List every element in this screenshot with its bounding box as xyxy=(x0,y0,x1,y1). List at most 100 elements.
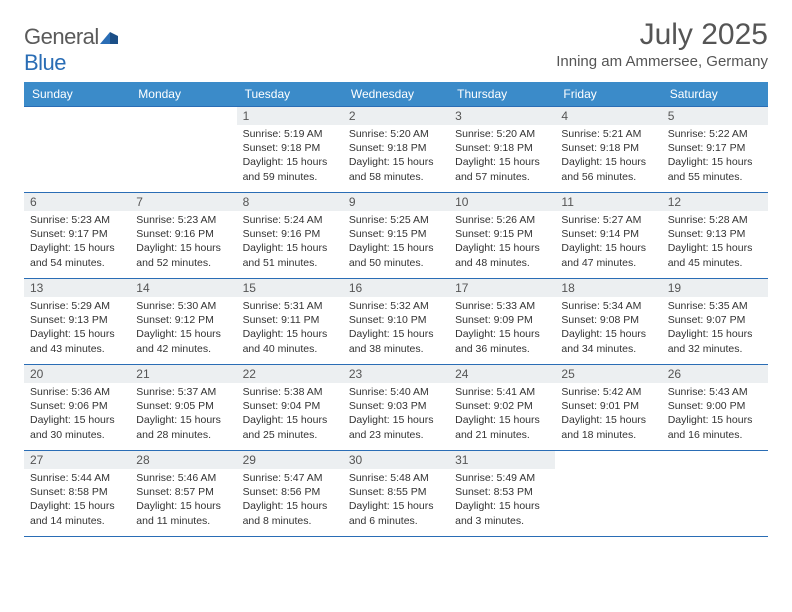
day-content: 13Sunrise: 5:29 AMSunset: 9:13 PMDayligh… xyxy=(24,279,130,360)
daylight-line: Daylight: 15 hours and 52 minutes. xyxy=(136,241,230,269)
day-content: 17Sunrise: 5:33 AMSunset: 9:09 PMDayligh… xyxy=(449,279,555,360)
sunrise-line: Sunrise: 5:47 AM xyxy=(243,471,337,485)
sunrise-line: Sunrise: 5:20 AM xyxy=(455,127,549,141)
sunrise-line: Sunrise: 5:35 AM xyxy=(668,299,762,313)
day-content: 28Sunrise: 5:46 AMSunset: 8:57 PMDayligh… xyxy=(130,451,236,532)
day-content: 19Sunrise: 5:35 AMSunset: 9:07 PMDayligh… xyxy=(662,279,768,360)
daylight-line: Daylight: 15 hours and 56 minutes. xyxy=(561,155,655,183)
day-number: 22 xyxy=(237,365,343,383)
calendar-body: 1Sunrise: 5:19 AMSunset: 9:18 PMDaylight… xyxy=(24,107,768,537)
day-number: 12 xyxy=(662,193,768,211)
day-number: 31 xyxy=(449,451,555,469)
calendar-day-cell: 4Sunrise: 5:21 AMSunset: 9:18 PMDaylight… xyxy=(555,107,661,193)
daylight-line: Daylight: 15 hours and 54 minutes. xyxy=(30,241,124,269)
day-content: 7Sunrise: 5:23 AMSunset: 9:16 PMDaylight… xyxy=(130,193,236,274)
day-number: 14 xyxy=(130,279,236,297)
sunrise-line: Sunrise: 5:46 AM xyxy=(136,471,230,485)
calendar-day-cell: 1Sunrise: 5:19 AMSunset: 9:18 PMDaylight… xyxy=(237,107,343,193)
sunset-line: Sunset: 9:18 PM xyxy=(455,141,549,155)
daylight-line: Daylight: 15 hours and 18 minutes. xyxy=(561,413,655,441)
day-number: 15 xyxy=(237,279,343,297)
daylight-line: Daylight: 15 hours and 59 minutes. xyxy=(243,155,337,183)
sunset-line: Sunset: 9:10 PM xyxy=(349,313,443,327)
calendar-week-row: 1Sunrise: 5:19 AMSunset: 9:18 PMDaylight… xyxy=(24,107,768,193)
daylight-line: Daylight: 15 hours and 47 minutes. xyxy=(561,241,655,269)
daylight-line: Daylight: 15 hours and 51 minutes. xyxy=(243,241,337,269)
day-content: 18Sunrise: 5:34 AMSunset: 9:08 PMDayligh… xyxy=(555,279,661,360)
sunset-line: Sunset: 9:13 PM xyxy=(668,227,762,241)
daylight-line: Daylight: 15 hours and 42 minutes. xyxy=(136,327,230,355)
sunrise-line: Sunrise: 5:33 AM xyxy=(455,299,549,313)
day-number: 26 xyxy=(662,365,768,383)
sunset-line: Sunset: 9:15 PM xyxy=(455,227,549,241)
calendar-empty-cell xyxy=(662,451,768,537)
sunset-line: Sunset: 9:05 PM xyxy=(136,399,230,413)
daylight-line: Daylight: 15 hours and 25 minutes. xyxy=(243,413,337,441)
calendar-day-cell: 20Sunrise: 5:36 AMSunset: 9:06 PMDayligh… xyxy=(24,365,130,451)
calendar-day-cell: 25Sunrise: 5:42 AMSunset: 9:01 PMDayligh… xyxy=(555,365,661,451)
daylight-line: Daylight: 15 hours and 48 minutes. xyxy=(455,241,549,269)
calendar-empty-cell xyxy=(130,107,236,193)
calendar-empty-cell xyxy=(24,107,130,193)
day-number: 8 xyxy=(237,193,343,211)
daylight-line: Daylight: 15 hours and 28 minutes. xyxy=(136,413,230,441)
brand-name-a: General xyxy=(24,24,99,49)
weekday-header: Wednesday xyxy=(343,82,449,107)
day-content: 9Sunrise: 5:25 AMSunset: 9:15 PMDaylight… xyxy=(343,193,449,274)
sunrise-line: Sunrise: 5:37 AM xyxy=(136,385,230,399)
calendar-day-cell: 10Sunrise: 5:26 AMSunset: 9:15 PMDayligh… xyxy=(449,193,555,279)
sunset-line: Sunset: 9:13 PM xyxy=(30,313,124,327)
calendar-week-row: 27Sunrise: 5:44 AMSunset: 8:58 PMDayligh… xyxy=(24,451,768,537)
day-content: 8Sunrise: 5:24 AMSunset: 9:16 PMDaylight… xyxy=(237,193,343,274)
daylight-line: Daylight: 15 hours and 57 minutes. xyxy=(455,155,549,183)
sunrise-line: Sunrise: 5:40 AM xyxy=(349,385,443,399)
weekday-header: Sunday xyxy=(24,82,130,107)
calendar-day-cell: 31Sunrise: 5:49 AMSunset: 8:53 PMDayligh… xyxy=(449,451,555,537)
sunrise-line: Sunrise: 5:28 AM xyxy=(668,213,762,227)
daylight-line: Daylight: 15 hours and 43 minutes. xyxy=(30,327,124,355)
sunset-line: Sunset: 8:56 PM xyxy=(243,485,337,499)
sunrise-line: Sunrise: 5:42 AM xyxy=(561,385,655,399)
calendar-day-cell: 28Sunrise: 5:46 AMSunset: 8:57 PMDayligh… xyxy=(130,451,236,537)
calendar-day-cell: 17Sunrise: 5:33 AMSunset: 9:09 PMDayligh… xyxy=(449,279,555,365)
day-content: 12Sunrise: 5:28 AMSunset: 9:13 PMDayligh… xyxy=(662,193,768,274)
calendar-day-cell: 29Sunrise: 5:47 AMSunset: 8:56 PMDayligh… xyxy=(237,451,343,537)
sunrise-line: Sunrise: 5:27 AM xyxy=(561,213,655,227)
day-number: 10 xyxy=(449,193,555,211)
sunset-line: Sunset: 9:08 PM xyxy=(561,313,655,327)
day-number: 5 xyxy=(662,107,768,125)
day-content: 30Sunrise: 5:48 AMSunset: 8:55 PMDayligh… xyxy=(343,451,449,532)
calendar-week-row: 13Sunrise: 5:29 AMSunset: 9:13 PMDayligh… xyxy=(24,279,768,365)
day-content: 31Sunrise: 5:49 AMSunset: 8:53 PMDayligh… xyxy=(449,451,555,532)
sunrise-line: Sunrise: 5:25 AM xyxy=(349,213,443,227)
sunset-line: Sunset: 8:57 PM xyxy=(136,485,230,499)
day-number: 13 xyxy=(24,279,130,297)
calendar-day-cell: 16Sunrise: 5:32 AMSunset: 9:10 PMDayligh… xyxy=(343,279,449,365)
brand-mark-icon xyxy=(100,24,118,50)
day-content: 24Sunrise: 5:41 AMSunset: 9:02 PMDayligh… xyxy=(449,365,555,446)
calendar-day-cell: 6Sunrise: 5:23 AMSunset: 9:17 PMDaylight… xyxy=(24,193,130,279)
sunset-line: Sunset: 9:01 PM xyxy=(561,399,655,413)
calendar-empty-cell xyxy=(555,451,661,537)
calendar-week-row: 20Sunrise: 5:36 AMSunset: 9:06 PMDayligh… xyxy=(24,365,768,451)
sunset-line: Sunset: 9:18 PM xyxy=(561,141,655,155)
sunrise-line: Sunrise: 5:23 AM xyxy=(136,213,230,227)
day-content: 21Sunrise: 5:37 AMSunset: 9:05 PMDayligh… xyxy=(130,365,236,446)
sunrise-line: Sunrise: 5:36 AM xyxy=(30,385,124,399)
weekday-header-row: SundayMondayTuesdayWednesdayThursdayFrid… xyxy=(24,82,768,107)
day-number: 18 xyxy=(555,279,661,297)
day-content: 23Sunrise: 5:40 AMSunset: 9:03 PMDayligh… xyxy=(343,365,449,446)
sunrise-line: Sunrise: 5:23 AM xyxy=(30,213,124,227)
day-number: 24 xyxy=(449,365,555,383)
daylight-line: Daylight: 15 hours and 14 minutes. xyxy=(30,499,124,527)
sunrise-line: Sunrise: 5:30 AM xyxy=(136,299,230,313)
weekday-header: Thursday xyxy=(449,82,555,107)
day-number: 19 xyxy=(662,279,768,297)
calendar-day-cell: 23Sunrise: 5:40 AMSunset: 9:03 PMDayligh… xyxy=(343,365,449,451)
sunset-line: Sunset: 9:03 PM xyxy=(349,399,443,413)
day-number: 9 xyxy=(343,193,449,211)
daylight-line: Daylight: 15 hours and 6 minutes. xyxy=(349,499,443,527)
calendar-day-cell: 2Sunrise: 5:20 AMSunset: 9:18 PMDaylight… xyxy=(343,107,449,193)
header: GeneralBlue July 2025 Inning am Ammersee… xyxy=(24,18,768,76)
daylight-line: Daylight: 15 hours and 11 minutes. xyxy=(136,499,230,527)
